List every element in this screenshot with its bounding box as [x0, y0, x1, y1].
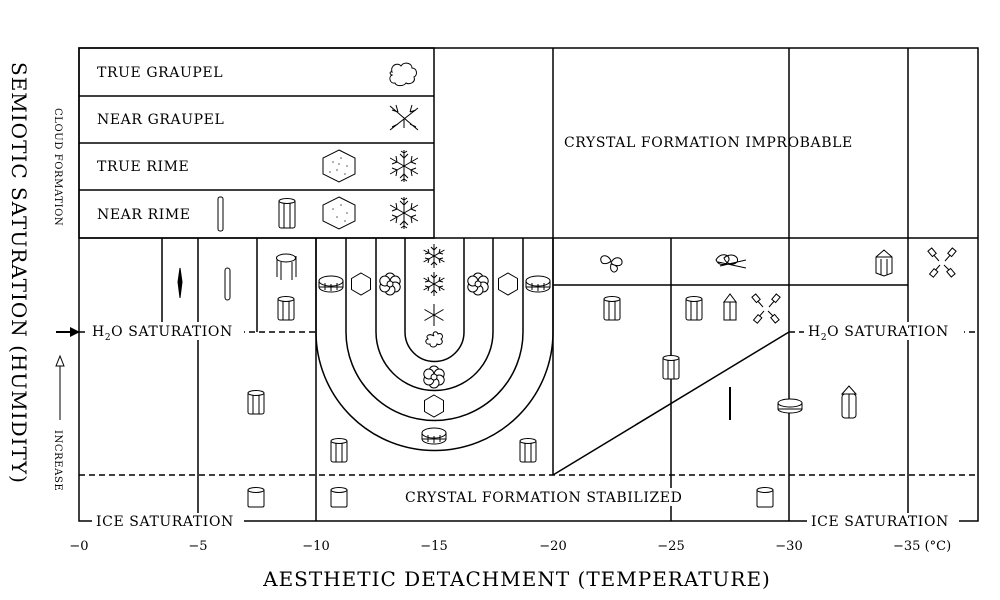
disk-icon — [777, 398, 803, 414]
bullet-rosette-icon — [927, 247, 957, 278]
tick-35: −35 (°C) — [893, 539, 951, 554]
sector-plate-icon — [467, 272, 489, 296]
hexagonal-plate-icon — [351, 272, 371, 296]
near-graupel-icon — [389, 104, 419, 131]
increase-label: INCREASE — [52, 430, 63, 491]
needle-icon — [177, 267, 183, 299]
stellar-center-icon — [425, 331, 443, 348]
thick-plate-icon — [318, 275, 344, 293]
stabilized-region: CRYSTAL FORMATION STABILIZED — [402, 488, 702, 506]
legend-label-true-graupel: TRUE GRAUPEL — [97, 65, 223, 81]
bullet-icon — [841, 385, 857, 419]
column-icon — [330, 438, 348, 463]
increase-arrow-icon — [55, 354, 65, 420]
column-icon — [277, 296, 295, 321]
stellar-dendrite-icon — [423, 271, 445, 297]
x-axis-ticks: −0 −5 −10 −15 −20 −25 −30 −35 (°C) — [69, 539, 951, 554]
tick-10: −10 — [302, 539, 329, 554]
y-axis-title: SEMIOTIC SATURATION (HUMIDITY) — [7, 62, 31, 484]
rimed-hexagon-icon — [322, 196, 356, 230]
tick-25: −25 — [657, 539, 684, 554]
sector-plate-icon — [379, 272, 401, 296]
sector-plate-icon — [423, 365, 445, 389]
hexagonal-plate-icon — [498, 272, 518, 296]
legend-label-near-graupel: NEAR GRAUPEL — [97, 112, 224, 128]
x-axis-title: AESTHETIC DETACHMENT (TEMPERATURE) — [262, 567, 771, 591]
tick-30: −30 — [775, 539, 802, 554]
ice-saturation-right: ICE SATURATION — [807, 513, 959, 530]
y-axis: SEMIOTIC SATURATION (HUMIDITY) CLOUD FOR… — [7, 62, 80, 491]
thick-plate-icon — [421, 427, 447, 445]
rime-legend: TRUE GRAUPEL NEAR GRAUPEL TRUE RIME NEAR… — [78, 47, 435, 239]
h2o-saturation-left: H2O SATURATION — [88, 322, 244, 343]
stabilized-label: CRYSTAL FORMATION STABILIZED — [405, 490, 682, 506]
legend-label-near-rime: NEAR RIME — [97, 207, 191, 223]
scroll-plate-icon — [600, 255, 623, 273]
needle-icon — [224, 267, 231, 301]
crystal-icons — [177, 243, 957, 508]
legend-label-true-rime: TRUE RIME — [97, 159, 189, 175]
rimed-needle-icon — [217, 196, 224, 232]
tick-20: −20 — [539, 539, 566, 554]
prism-icon — [875, 249, 893, 277]
rimed-snowflake-icon — [389, 196, 419, 230]
needle-star-icon — [424, 303, 444, 327]
capped-column-icon — [723, 293, 737, 321]
rimed-column-icon — [278, 198, 296, 229]
hexagonal-plate-icon — [424, 394, 444, 418]
column-icon — [756, 487, 774, 508]
svg-text:ICE SATURATION: ICE SATURATION — [96, 514, 234, 530]
column-icon — [685, 296, 703, 321]
svg-text:H2O SATURATION: H2O SATURATION — [808, 324, 949, 343]
bullet-rosette-icon — [751, 293, 781, 324]
crossed-plate-icon — [715, 254, 747, 269]
cloud-formation-label: CLOUD FORMATION — [52, 108, 63, 226]
tick-0: −0 — [69, 539, 88, 554]
h2o-saturation-right: H2O SATURATION — [804, 322, 964, 343]
svg-text:ICE SATURATION: ICE SATURATION — [811, 514, 949, 530]
column-icon — [519, 438, 537, 463]
tick-5: −5 — [188, 539, 207, 554]
svg-text:H2O SATURATION: H2O SATURATION — [92, 324, 233, 343]
improbable-label: CRYSTAL FORMATION IMPROBABLE — [564, 135, 853, 151]
graupel-cloud-icon — [389, 62, 417, 87]
column-icon — [330, 487, 348, 508]
column-icon — [247, 487, 265, 508]
column-icon — [603, 296, 621, 321]
column-icon — [247, 390, 265, 415]
ice-saturation-left: ICE SATURATION — [92, 513, 244, 530]
improbable-region: CRYSTAL FORMATION IMPROBABLE — [552, 48, 909, 238]
dendrite-icon — [423, 243, 445, 269]
thick-plate-icon — [525, 275, 551, 293]
rimed-hexagon-icon — [322, 149, 356, 183]
saturation-arrow-icon — [56, 327, 80, 337]
tick-15: −15 — [420, 539, 447, 554]
column-icon — [662, 355, 680, 380]
rimed-snowflake-icon — [389, 149, 419, 183]
hollow-column-icon — [276, 253, 297, 280]
